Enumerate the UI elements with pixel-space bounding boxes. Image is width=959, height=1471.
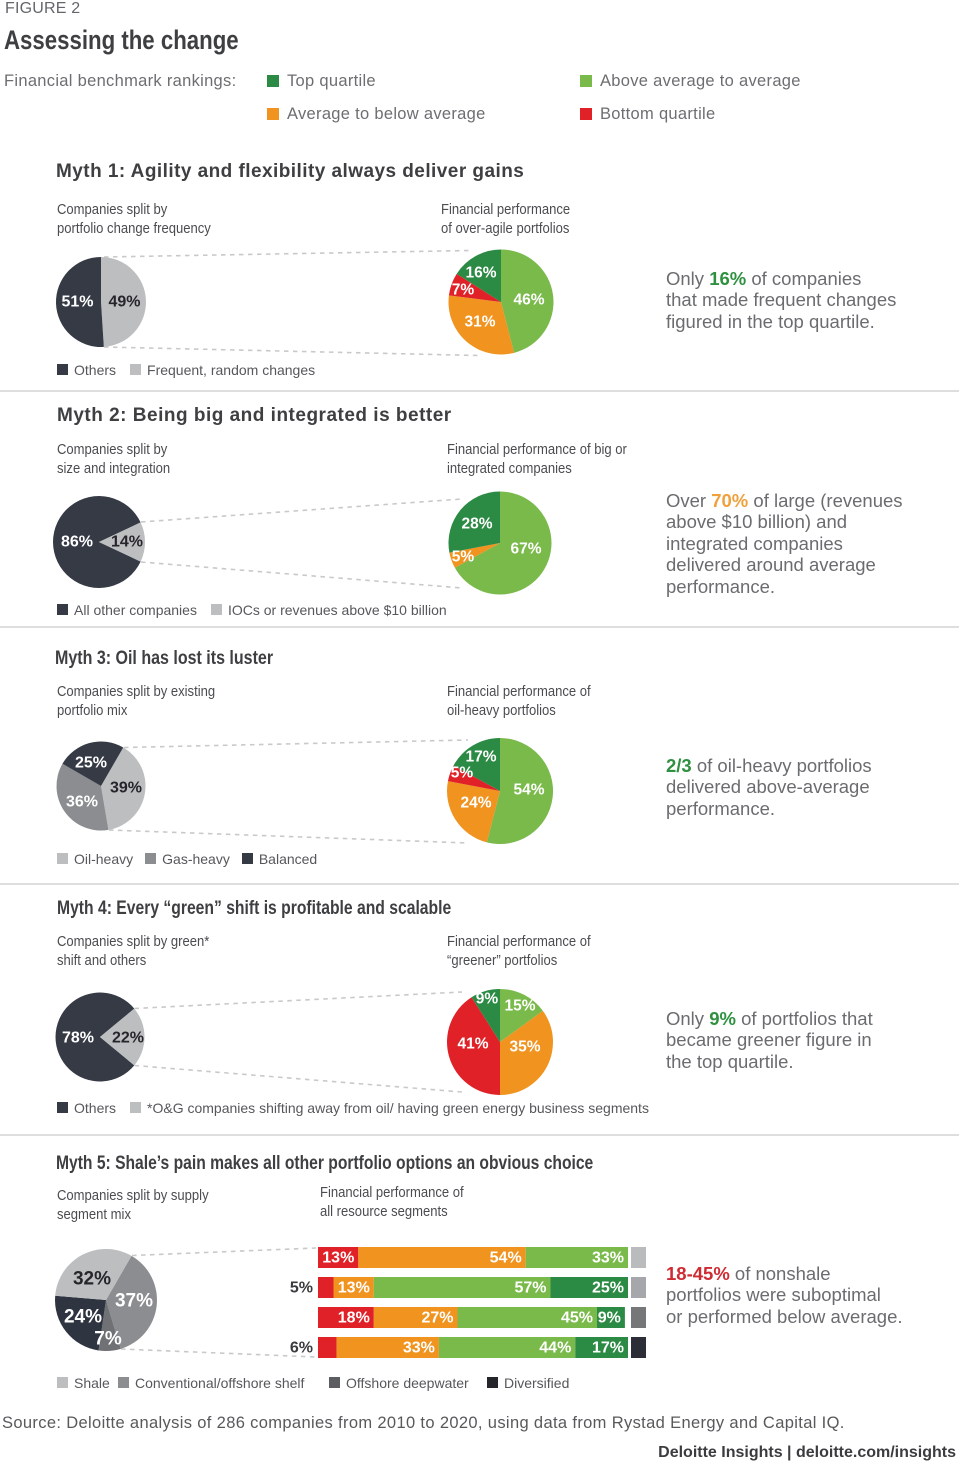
svg-text:33%: 33% [403, 1340, 435, 1357]
svg-text:39%: 39% [110, 780, 142, 797]
svg-text:13%: 13% [338, 1280, 370, 1297]
svg-text:41%: 41% [457, 1036, 488, 1053]
svg-text:67%: 67% [510, 541, 541, 558]
svg-text:35%: 35% [509, 1039, 540, 1056]
svg-text:25%: 25% [75, 755, 107, 772]
svg-text:44%: 44% [539, 1340, 571, 1357]
svg-text:86%: 86% [61, 534, 93, 551]
svg-text:57%: 57% [514, 1280, 546, 1297]
svg-text:7%: 7% [452, 282, 475, 299]
svg-text:9%: 9% [598, 1310, 621, 1327]
svg-text:24%: 24% [64, 1307, 102, 1328]
svg-text:13%: 13% [322, 1250, 354, 1267]
svg-text:17%: 17% [465, 749, 496, 766]
svg-text:25%: 25% [592, 1280, 624, 1297]
svg-text:7%: 7% [94, 1329, 122, 1350]
svg-text:22%: 22% [112, 1030, 144, 1047]
svg-text:46%: 46% [513, 292, 544, 309]
svg-text:51%: 51% [61, 294, 93, 311]
svg-text:18%: 18% [338, 1310, 370, 1327]
svg-text:14%: 14% [111, 534, 143, 551]
svg-text:5%: 5% [452, 549, 475, 566]
svg-text:6%: 6% [290, 1340, 313, 1357]
svg-text:9%: 9% [476, 991, 499, 1008]
svg-text:33%: 33% [592, 1250, 624, 1267]
svg-text:24%: 24% [460, 795, 491, 812]
svg-text:16%: 16% [465, 265, 496, 282]
svg-text:49%: 49% [108, 294, 140, 311]
svg-text:15%: 15% [504, 998, 535, 1015]
svg-text:54%: 54% [490, 1250, 522, 1267]
svg-text:17%: 17% [592, 1340, 624, 1357]
svg-text:45%: 45% [561, 1310, 593, 1327]
svg-text:27%: 27% [421, 1310, 453, 1327]
svg-text:78%: 78% [62, 1030, 94, 1047]
svg-text:5%: 5% [451, 765, 474, 782]
svg-text:31%: 31% [464, 314, 495, 331]
svg-text:36%: 36% [66, 794, 98, 811]
svg-text:37%: 37% [115, 1291, 153, 1312]
svg-text:54%: 54% [513, 782, 544, 799]
svg-text:5%: 5% [290, 1280, 313, 1297]
svg-text:28%: 28% [461, 516, 492, 533]
svg-text:32%: 32% [73, 1269, 111, 1290]
